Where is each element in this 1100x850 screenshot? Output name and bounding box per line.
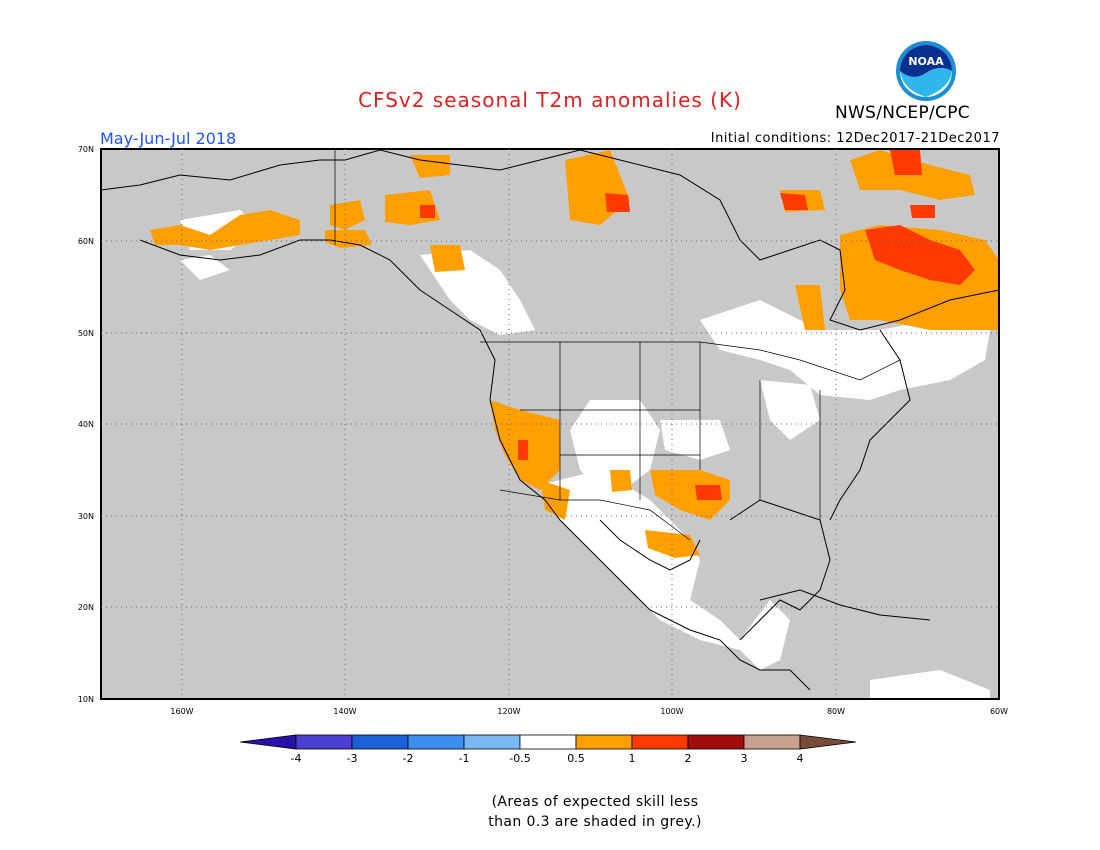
colorbar-segment-6 (575, 734, 633, 750)
political-borders (334, 150, 901, 541)
colorbar-label-minus1: -1 (458, 752, 470, 765)
lon-label-80w: 80W (827, 707, 845, 716)
colorbar-label-1: 1 (628, 752, 636, 765)
red-anomaly-regions (420, 150, 975, 500)
colorbar-label-minus3: -3 (346, 752, 358, 765)
lat-label-40n: 40N (78, 420, 94, 429)
colorbar (239, 734, 857, 750)
lat-label-30n: 30N (78, 512, 94, 521)
lat-label-20n: 20N (78, 603, 94, 612)
lat-label-10n: 10N (78, 695, 94, 704)
colorbar-label-minus4: -4 (290, 752, 302, 765)
lon-label-100w: 100W (660, 707, 683, 716)
noaa-logo-text: NOAA (908, 55, 944, 68)
colorbar-segment-8 (687, 734, 745, 750)
agency-label: NWS/NCEP/CPC (835, 103, 970, 123)
colorbar-label-4: 4 (796, 752, 804, 765)
graticule (101, 149, 999, 699)
colorbar-high-arrow (799, 734, 857, 750)
skill-note: (Areas of expected skill less than 0.3 a… (460, 792, 730, 832)
colorbar-segment-4 (463, 734, 521, 750)
colorbar-segment-9 (743, 734, 801, 750)
colorbar-segment-7 (631, 734, 689, 750)
colorbar-low-arrow (239, 734, 297, 750)
season-label: May-Jun-Jul 2018 (100, 129, 237, 148)
colorbar-label-minus2: -2 (402, 752, 414, 765)
colorbar-segment-1 (295, 734, 353, 750)
colorbar-label-0-5: 0.5 (567, 752, 585, 765)
skill-note-line-2: than 0.3 are shaded in grey.) (488, 814, 702, 830)
lon-label-60w: 60W (990, 707, 1008, 716)
colorbar-segment-5 (519, 734, 577, 750)
colorbar-segment-2 (351, 734, 409, 750)
initial-conditions-label: Initial conditions: 12Dec2017-21Dec2017 (710, 131, 1000, 146)
lat-label-60n: 60N (78, 237, 94, 246)
colorbar-label-2: 2 (684, 752, 692, 765)
coastlines (100, 149, 1000, 691)
lat-label-50n: 50N (78, 329, 94, 338)
colorbar-label-minus0-5: -0.5 (509, 752, 531, 765)
lon-label-140w: 140W (333, 707, 356, 716)
chart-title: CFSv2 seasonal T2m anomalies (K) (358, 88, 742, 112)
colorbar-segment-3 (407, 734, 465, 750)
lat-label-70n: 70N (78, 145, 94, 154)
lon-label-120w: 120W (497, 707, 520, 716)
lat-labels: 70N 60N 50N 40N 30N 20N 10N (78, 145, 94, 704)
lon-labels: 160W 140W 120W 100W 80W 60W (170, 707, 1008, 716)
skill-note-line-1: (Areas of expected skill less (491, 794, 699, 810)
lon-label-160w: 160W (170, 707, 193, 716)
colorbar-label-3: 3 (740, 752, 748, 765)
noaa-logo: NOAA (896, 41, 956, 101)
